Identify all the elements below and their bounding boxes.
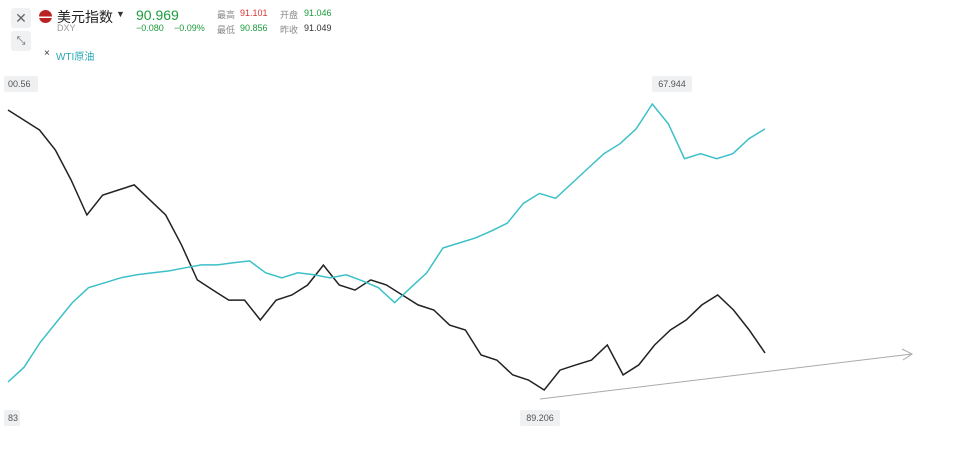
stat-label: 最高 — [217, 10, 236, 20]
price-tag-bg — [520, 410, 560, 426]
trend-arrow — [901, 348, 913, 361]
stat-label: 最低 — [217, 25, 236, 35]
symbol: DXY — [57, 23, 76, 33]
dropdown[interactable]: ▼ — [116, 9, 125, 19]
price-tag: 89.206 — [526, 413, 554, 423]
stat-value: 91.046 — [304, 8, 332, 18]
close-button[interactable]: ✕ — [11, 8, 31, 28]
price-tag-bg — [652, 76, 692, 92]
price-line — [7, 102, 766, 383]
price-tag: 00.56 — [8, 79, 31, 89]
change-pct: −0.09% — [174, 23, 205, 33]
overlay-remove[interactable]: × — [44, 48, 50, 59]
price-tag-bg — [4, 76, 38, 92]
title[interactable]: 美元指数 — [57, 9, 113, 25]
price: 90.969 — [136, 7, 179, 23]
trend-line[interactable] — [539, 353, 913, 400]
price-tag: 83 — [8, 413, 18, 423]
price-tag: 67.944 — [658, 79, 686, 89]
change: −0.080 — [136, 23, 164, 33]
price-line — [7, 109, 766, 391]
overlay-label[interactable]: WTI原油 — [56, 52, 95, 63]
stat-label: 开盘 — [280, 10, 299, 20]
stat-value: 91.049 — [304, 23, 332, 33]
stat-label: 昨收 — [280, 25, 299, 35]
price-tag-bg — [4, 410, 20, 426]
stat-value: 90.856 — [240, 23, 268, 33]
flag — [39, 10, 52, 23]
pin-button[interactable]: ⤡ — [11, 31, 31, 51]
stat-value: 91.101 — [240, 8, 268, 18]
